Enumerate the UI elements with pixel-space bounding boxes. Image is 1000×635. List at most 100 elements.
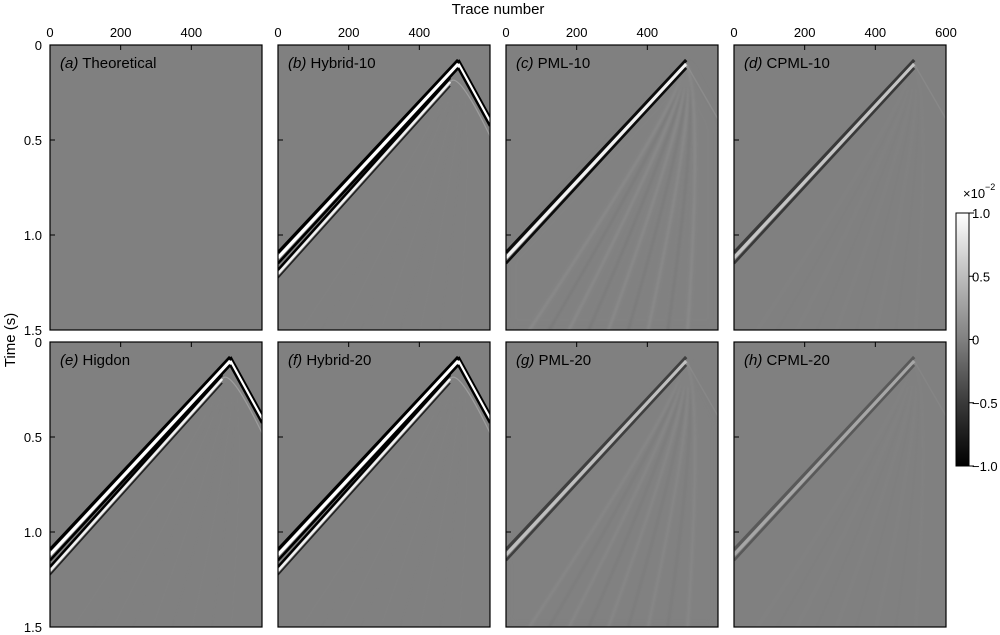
panel-letter: (e) [60,352,78,369]
y-tick-label: 1.0 [24,228,42,243]
panel-frame [733,44,947,331]
y-tick-label: 0.5 [24,430,42,445]
panel-name: PML-10 [534,55,591,72]
colorbar-exponent-base: ×10 [963,186,985,201]
panel-frame [49,341,263,628]
colorbar-exponent: ×10 −2 [963,182,995,201]
artifact-fan [506,63,718,330]
panel-name: Higdon [78,352,130,369]
panel-label: (c) PML-10 [516,55,590,72]
panel-letter: (a) [60,55,78,72]
x-tick-label: 400 [408,25,430,40]
panel-letter: (g) [516,352,534,369]
panel-h: (h) CPML-20 [733,341,947,628]
reflection-left [278,355,460,576]
x-tick-label: 0 [274,25,281,40]
x-tick-label: 400 [180,25,202,40]
artifact-fan [506,360,718,627]
panel-b: (b) Hybrid-10 0 200 400 [274,25,491,331]
colorbar-tick-label: −0.5 [972,396,998,411]
panel-f: (f) Hybrid-20 [277,341,491,628]
panel-background [50,45,262,330]
y-tick-label: 0.5 [24,133,42,148]
wavefield [50,355,262,627]
reflection-left [734,58,916,265]
panel-name: CPML-10 [762,55,830,72]
reflection-right-faint [685,360,718,417]
panel-label: (a) Theoretical [60,55,156,72]
reflection-left [50,355,232,576]
x-tick-label: 0 [730,25,737,40]
panel-label: (e) Higdon [60,352,130,369]
y-axis-label: Time (s) [2,313,19,367]
artifact-fan [756,63,925,330]
panel-e: (e) Higdon 0 0.5 1.0 1.5 [24,335,263,635]
x-tick-label: 200 [338,25,360,40]
reflection-right [221,356,262,434]
wavefield [734,58,946,330]
panel-label: (h) CPML-20 [744,352,830,369]
reflection-right-faint [913,63,946,120]
y-tick-label: 1.5 [24,620,42,635]
panel-letter: (f) [288,352,302,369]
panel-label: (d) CPML-10 [744,55,830,72]
wavefield [278,58,490,330]
colorbar-tick-label: 0.5 [972,269,990,284]
panel-a: (a) Theoretical 0 200 400 0 0.5 1.0 1.5 [24,25,263,338]
artifact-fan [300,63,469,330]
panel-name: PML-20 [534,352,591,369]
panel-frame [277,341,491,628]
panel-name: Theoretical [78,55,156,72]
colorbar-tick-label: 0 [972,333,979,348]
y-tick-label: 0 [35,38,42,53]
colorbar-ticks: 1.0 0.5 0 −0.5 −1.0 [969,206,998,474]
panel-d: (d) CPML-10 0 200 400 600 [730,25,957,331]
panel-g: (g) PML-20 [505,341,719,628]
reflection-left [278,58,460,279]
reflection-right [449,59,490,137]
wavefield [278,355,490,627]
colorbar-tick-label: −1.0 [972,459,998,474]
y-tick-label: 0 [35,335,42,350]
reflection-right-faint [913,360,946,417]
panel-letter: (c) [516,55,534,72]
reflection-right-faint [685,63,718,120]
panel-letter: (b) [288,55,306,72]
panel-grid: (a) Theoretical 0 200 400 0 0.5 1.0 1.5 (b) Hybr… [24,25,957,635]
panel-label: (b) Hybrid-10 [288,55,376,72]
x-tick-label: 0 [502,25,509,40]
panel-label: (f) Hybrid-20 [288,352,371,369]
x-tick-label: 200 [110,25,132,40]
panel-name: Hybrid-20 [302,352,371,369]
panel-name: CPML-20 [762,352,830,369]
y-tick-label: 1.5 [24,323,42,338]
x-tick-label: 400 [864,25,886,40]
colorbar-tick-label: 1.0 [972,206,990,221]
x-tick-label: 600 [935,25,957,40]
x-tick-label: 0 [46,25,53,40]
panel-frame [733,341,947,628]
reflection-left [734,355,916,562]
panel-letter: (h) [744,352,762,369]
panel-c: (c) PML-10 0 200 400 [502,25,719,331]
reflection-left [506,58,688,265]
panel-frame [505,341,719,628]
colorbar: ×10 −2 1.0 0.5 0 −0.5 −1.0 [955,182,998,474]
x-tick-label: 200 [566,25,588,40]
artifact-fan [756,360,925,627]
x-tick-label: 200 [794,25,816,40]
wavefield [506,58,718,330]
y-tick-label: 1.0 [24,525,42,540]
colorbar-exponent-power: −2 [985,182,995,192]
panel-letter: (d) [744,55,762,72]
panel-frame [505,44,719,331]
wavefield [506,355,718,627]
reflection-right [449,356,490,434]
wavefield [734,355,946,627]
artifact-fan [72,360,241,627]
panel-name: Hybrid-10 [306,55,375,72]
panel-label: (g) PML-20 [516,352,591,369]
colorbar-gradient [955,212,970,467]
panel-frame [49,44,263,331]
